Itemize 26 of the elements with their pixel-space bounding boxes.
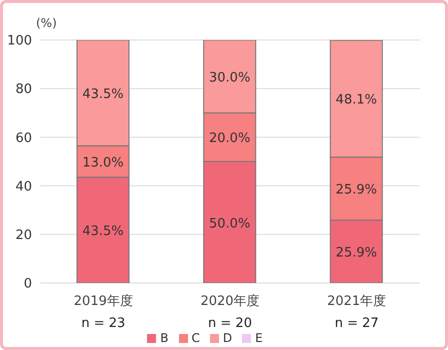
legend-label: D — [222, 331, 232, 345]
x-tick-label: 2019年度 — [74, 293, 133, 309]
data-label: 13.0% — [82, 156, 124, 170]
data-label: 25.9% — [336, 182, 377, 198]
data-label: 50.0% — [209, 216, 250, 232]
data-label: 25.9% — [336, 246, 377, 261]
data-label: 30.0% — [209, 70, 250, 86]
data-label: 20.0% — [209, 131, 250, 146]
legend-label: C — [192, 331, 200, 345]
legend-label: E — [255, 331, 263, 345]
text: n = 27 — [334, 316, 379, 331]
data-label: 43.5% — [82, 224, 124, 240]
x-tick-label: 2020年度 — [200, 293, 260, 309]
y-tick-label: 60 — [15, 130, 32, 146]
y-tick-label: 20 — [15, 228, 32, 244]
y-tick-label: 100 — [7, 34, 32, 49]
y-tick-label: 80 — [15, 82, 32, 98]
x-tick-label: 2021年度 — [327, 293, 386, 309]
legend-label: B — [160, 331, 168, 345]
y-tick-label: 40 — [15, 179, 32, 194]
text: n = 20 — [208, 316, 252, 331]
data-label: 48.1% — [336, 92, 377, 108]
y-axis-title: (%) — [36, 16, 57, 30]
text: n = 23 — [81, 316, 126, 331]
data-label: 43.5% — [82, 86, 124, 102]
y-tick-label: 0 — [24, 276, 32, 292]
